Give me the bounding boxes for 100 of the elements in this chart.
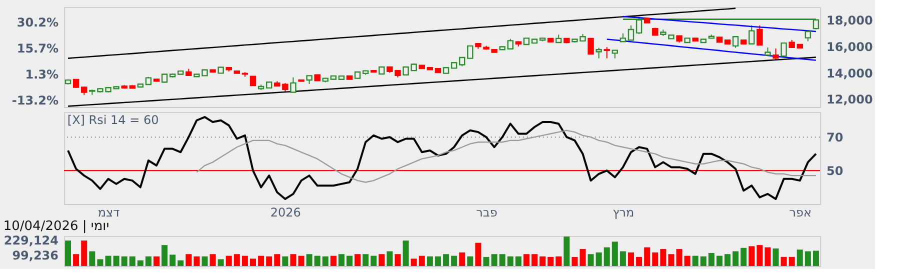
bar — [258, 256, 264, 266]
bar — [700, 256, 706, 266]
bar — [764, 247, 771, 266]
bar — [499, 254, 506, 266]
bar — [338, 254, 344, 266]
bar — [708, 252, 714, 266]
line-series — [67, 116, 817, 200]
bar — [636, 256, 642, 266]
bar — [121, 256, 128, 266]
bar — [394, 254, 401, 266]
bar — [370, 256, 377, 266]
bar — [724, 254, 731, 266]
bar — [290, 254, 296, 266]
candlestick — [250, 76, 256, 86]
bar — [507, 256, 514, 266]
bar — [73, 254, 80, 266]
y-tick-label: 12,000 — [826, 92, 873, 107]
bar — [604, 247, 610, 266]
bar — [298, 256, 304, 266]
candlestick — [780, 42, 787, 57]
candlestick — [804, 30, 812, 42]
candlestick — [812, 19, 820, 30]
bar — [362, 254, 369, 266]
bar — [346, 256, 353, 266]
bar — [523, 254, 530, 266]
y2-tick-label: 30.2% — [16, 15, 58, 30]
bar — [556, 256, 562, 266]
bar — [612, 242, 618, 266]
bar — [660, 249, 666, 266]
bar — [378, 254, 385, 266]
bar — [459, 252, 466, 266]
bar — [218, 259, 224, 266]
bar — [491, 254, 498, 266]
x-tick-label: אפר — [789, 206, 812, 220]
y-tick-label: 18,000 — [826, 14, 873, 28]
bar — [732, 251, 739, 266]
bar — [716, 256, 722, 266]
bar — [426, 256, 433, 266]
bar — [170, 254, 176, 266]
bar — [788, 256, 795, 266]
y-tick-label: 70 — [826, 130, 844, 145]
bar — [748, 246, 755, 266]
candlestick — [290, 76, 296, 94]
candlestick — [748, 24, 755, 45]
bar — [692, 256, 698, 266]
bar — [137, 260, 144, 266]
bar — [548, 256, 554, 266]
bar — [740, 248, 747, 266]
bar — [467, 256, 474, 266]
bar — [314, 256, 320, 266]
y2-tick-label: 1.3% — [25, 67, 58, 82]
candlestick — [459, 56, 466, 67]
y2-tick-label: -13.2% — [12, 93, 58, 108]
bar — [145, 256, 152, 266]
bar — [162, 245, 168, 266]
candlestick — [628, 24, 634, 42]
bar — [234, 254, 240, 266]
bar — [531, 254, 538, 266]
bar — [186, 254, 192, 266]
bar — [402, 240, 409, 266]
bar — [153, 256, 160, 266]
bar — [418, 256, 425, 266]
bar — [620, 251, 626, 266]
candlestick — [604, 46, 610, 59]
text: יומי | 10/04/2026 — [3, 219, 110, 234]
bar — [266, 256, 272, 266]
bar — [644, 247, 650, 266]
x-tick-label: דצמ — [98, 206, 120, 220]
y-tick-label: 16,000 — [826, 40, 873, 54]
y-tick-label: 229,124 — [4, 234, 58, 248]
bar — [274, 254, 280, 266]
bar — [668, 254, 674, 266]
bar — [250, 258, 256, 266]
bar — [65, 240, 72, 266]
candlestick — [756, 24, 763, 46]
bar — [97, 259, 104, 266]
bar — [515, 256, 522, 266]
candlestick — [772, 48, 779, 60]
x-tick-label: פבר — [476, 206, 498, 220]
bar — [628, 252, 634, 266]
bar — [386, 251, 393, 266]
bar — [804, 251, 811, 266]
bar — [282, 256, 288, 266]
bar — [89, 251, 96, 266]
bar — [564, 236, 570, 266]
x-tick-label: מרץ — [612, 206, 634, 220]
bar — [330, 256, 336, 266]
bar — [105, 256, 112, 266]
bar — [434, 256, 441, 266]
bar — [483, 256, 490, 266]
bar — [113, 256, 120, 266]
bar — [410, 258, 417, 266]
y-tick-label: 99,236 — [12, 248, 58, 262]
bar — [772, 248, 779, 266]
bar — [451, 256, 458, 266]
bar — [354, 254, 361, 266]
bar — [780, 256, 787, 266]
bar — [580, 249, 586, 266]
bar — [540, 256, 546, 266]
chart-title: [X] Rsi 14 = 60 — [67, 113, 159, 127]
